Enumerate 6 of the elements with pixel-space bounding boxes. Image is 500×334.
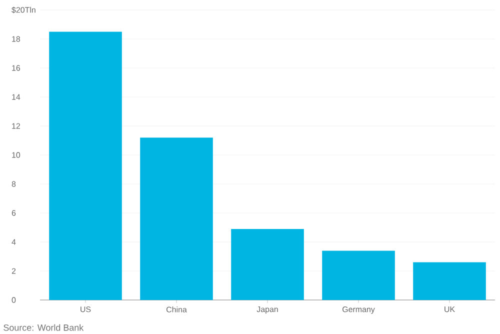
bar [413,262,486,300]
bar [322,250,395,300]
source-note: Source: World Bank [4,324,84,331]
bar [140,138,213,300]
bar [49,32,122,300]
bar [231,228,304,300]
